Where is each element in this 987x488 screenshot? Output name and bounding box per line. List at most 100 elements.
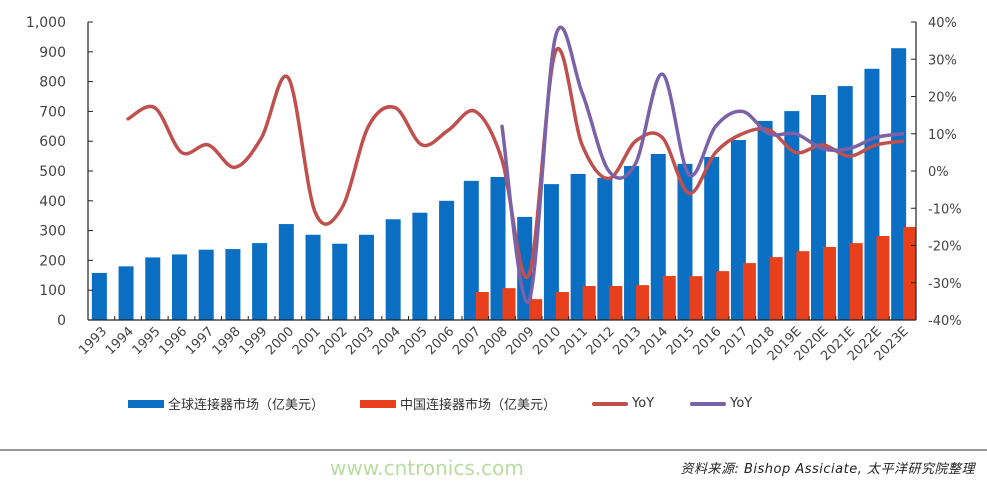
bar-global [490,176,506,320]
x-tick-label: 2001 [290,324,324,358]
legend-item-global: 全球连接器市场（亿美元） [128,394,324,413]
bar-global [385,219,401,320]
bar-global [225,249,241,320]
x-tick-label: 2003 [343,324,377,358]
bar-global [332,243,348,320]
x-tick-label: 2004 [370,324,404,358]
y2-tick-label: 20% [928,91,957,106]
bar-global [543,184,559,320]
bar-china [636,285,650,320]
y2-tick-label: -40% [928,314,962,329]
y-tick-label: 800 [39,75,66,91]
x-tick-label: 1996 [156,324,190,358]
bar-global [864,68,880,320]
bar-global [597,177,613,320]
y2-tick-label: -20% [928,240,962,255]
y-tick-label: 600 [39,134,66,150]
legend-label: 中国连接器市场（亿美元） [400,398,557,413]
bar-global [305,234,321,320]
bar-global [198,249,214,320]
bar-global [891,48,907,320]
x-tick-label: 1998 [210,324,244,358]
x-tick-label: 1994 [103,324,137,358]
bar-global [412,212,428,320]
divider [0,449,987,451]
y-tick-label: 400 [39,194,66,210]
y-tick-label: 0 [57,313,66,329]
x-tick-label: 1993 [76,324,110,358]
bar-china [662,275,676,320]
x-tick-label: 2013 [610,324,644,358]
bar-global [463,180,479,320]
line-yoy-china [500,25,905,304]
y-tick-label: 100 [39,283,66,299]
legend-label: 全球连接器市场（亿美元） [168,398,325,413]
x-tick-label: 2014 [637,324,671,358]
x-tick-label: 2006 [423,324,457,358]
x-tick-label: 1999 [236,324,270,358]
legend-label: YoY [632,396,655,411]
bar-china [716,271,730,320]
x-tick-label: 2002 [317,324,351,358]
bar-global [677,163,693,320]
x-tick-label: 2010 [530,324,564,358]
x-tick-label: 1997 [183,324,217,358]
y-tick-label: 700 [39,104,66,120]
x-tick-label: 2012 [584,324,618,358]
bar-china [823,246,837,320]
bar-china [502,288,516,320]
x-tick-label: 2007 [450,324,484,358]
x-tick-label: 2011 [557,324,591,358]
x-tick-label: 1995 [130,324,164,358]
x-tick-label: 2017 [717,324,751,358]
bar-global [145,257,161,320]
bar-china [529,299,543,320]
bar-global [757,120,773,320]
bar-global [784,111,800,321]
x-tick-label: 2015 [664,324,698,358]
legend: 全球连接器市场（亿美元） 中国连接器市场（亿美元） YoY YoY [128,394,788,413]
x-tick-label: 2008 [477,324,511,358]
bar-global [439,200,455,320]
bar-global [570,173,586,320]
y-tick-label: 500 [39,164,66,180]
y-tick-label: 900 [39,45,66,61]
bar-global [252,243,268,320]
y2-tick-label: 0% [928,165,949,180]
bar-china [475,291,489,320]
bar-china [796,251,810,320]
bar-china [742,263,756,320]
bar-global [650,154,666,320]
legend-item-yoy-china: YoY [690,394,752,413]
bar-china [903,227,917,320]
y2-tick-label: 40% [928,16,957,31]
source-note: 资料来源: Bishop Assiciate, 太平洋研究院整理 [680,462,975,477]
y-tick-label: 200 [39,253,66,269]
bar-global [118,266,134,320]
x-tick-label: 2005 [397,324,431,358]
x-tick-label: 2009 [504,324,538,358]
bar-china [582,286,596,320]
bar-china [849,243,863,320]
bar-china [769,257,783,320]
y2-tick-label: 30% [928,53,957,68]
bar-china [689,276,703,320]
y-tick-label: 1,000 [26,15,66,31]
legend-label: YoY [730,396,753,411]
bar-global [358,234,374,320]
bar-china [876,235,890,320]
x-tick-label: 2016 [690,324,724,358]
watermark: www.cntronics.com [330,456,524,480]
bar-global [624,165,640,320]
bar-global [704,156,720,320]
bar-global [730,140,746,320]
bar-global [517,216,533,320]
bar-global [171,254,187,320]
chart-svg: 0 100 200 300 400 500 600 700 800 900 1,000 -40% -30… [26,15,962,364]
bar-china [555,291,569,320]
legend-item-china: 中国连接器市场（亿美元） [360,394,556,413]
bar-global [811,95,827,320]
y2-tick-label: -10% [928,202,962,217]
x-tick-label: 2000 [263,324,297,358]
